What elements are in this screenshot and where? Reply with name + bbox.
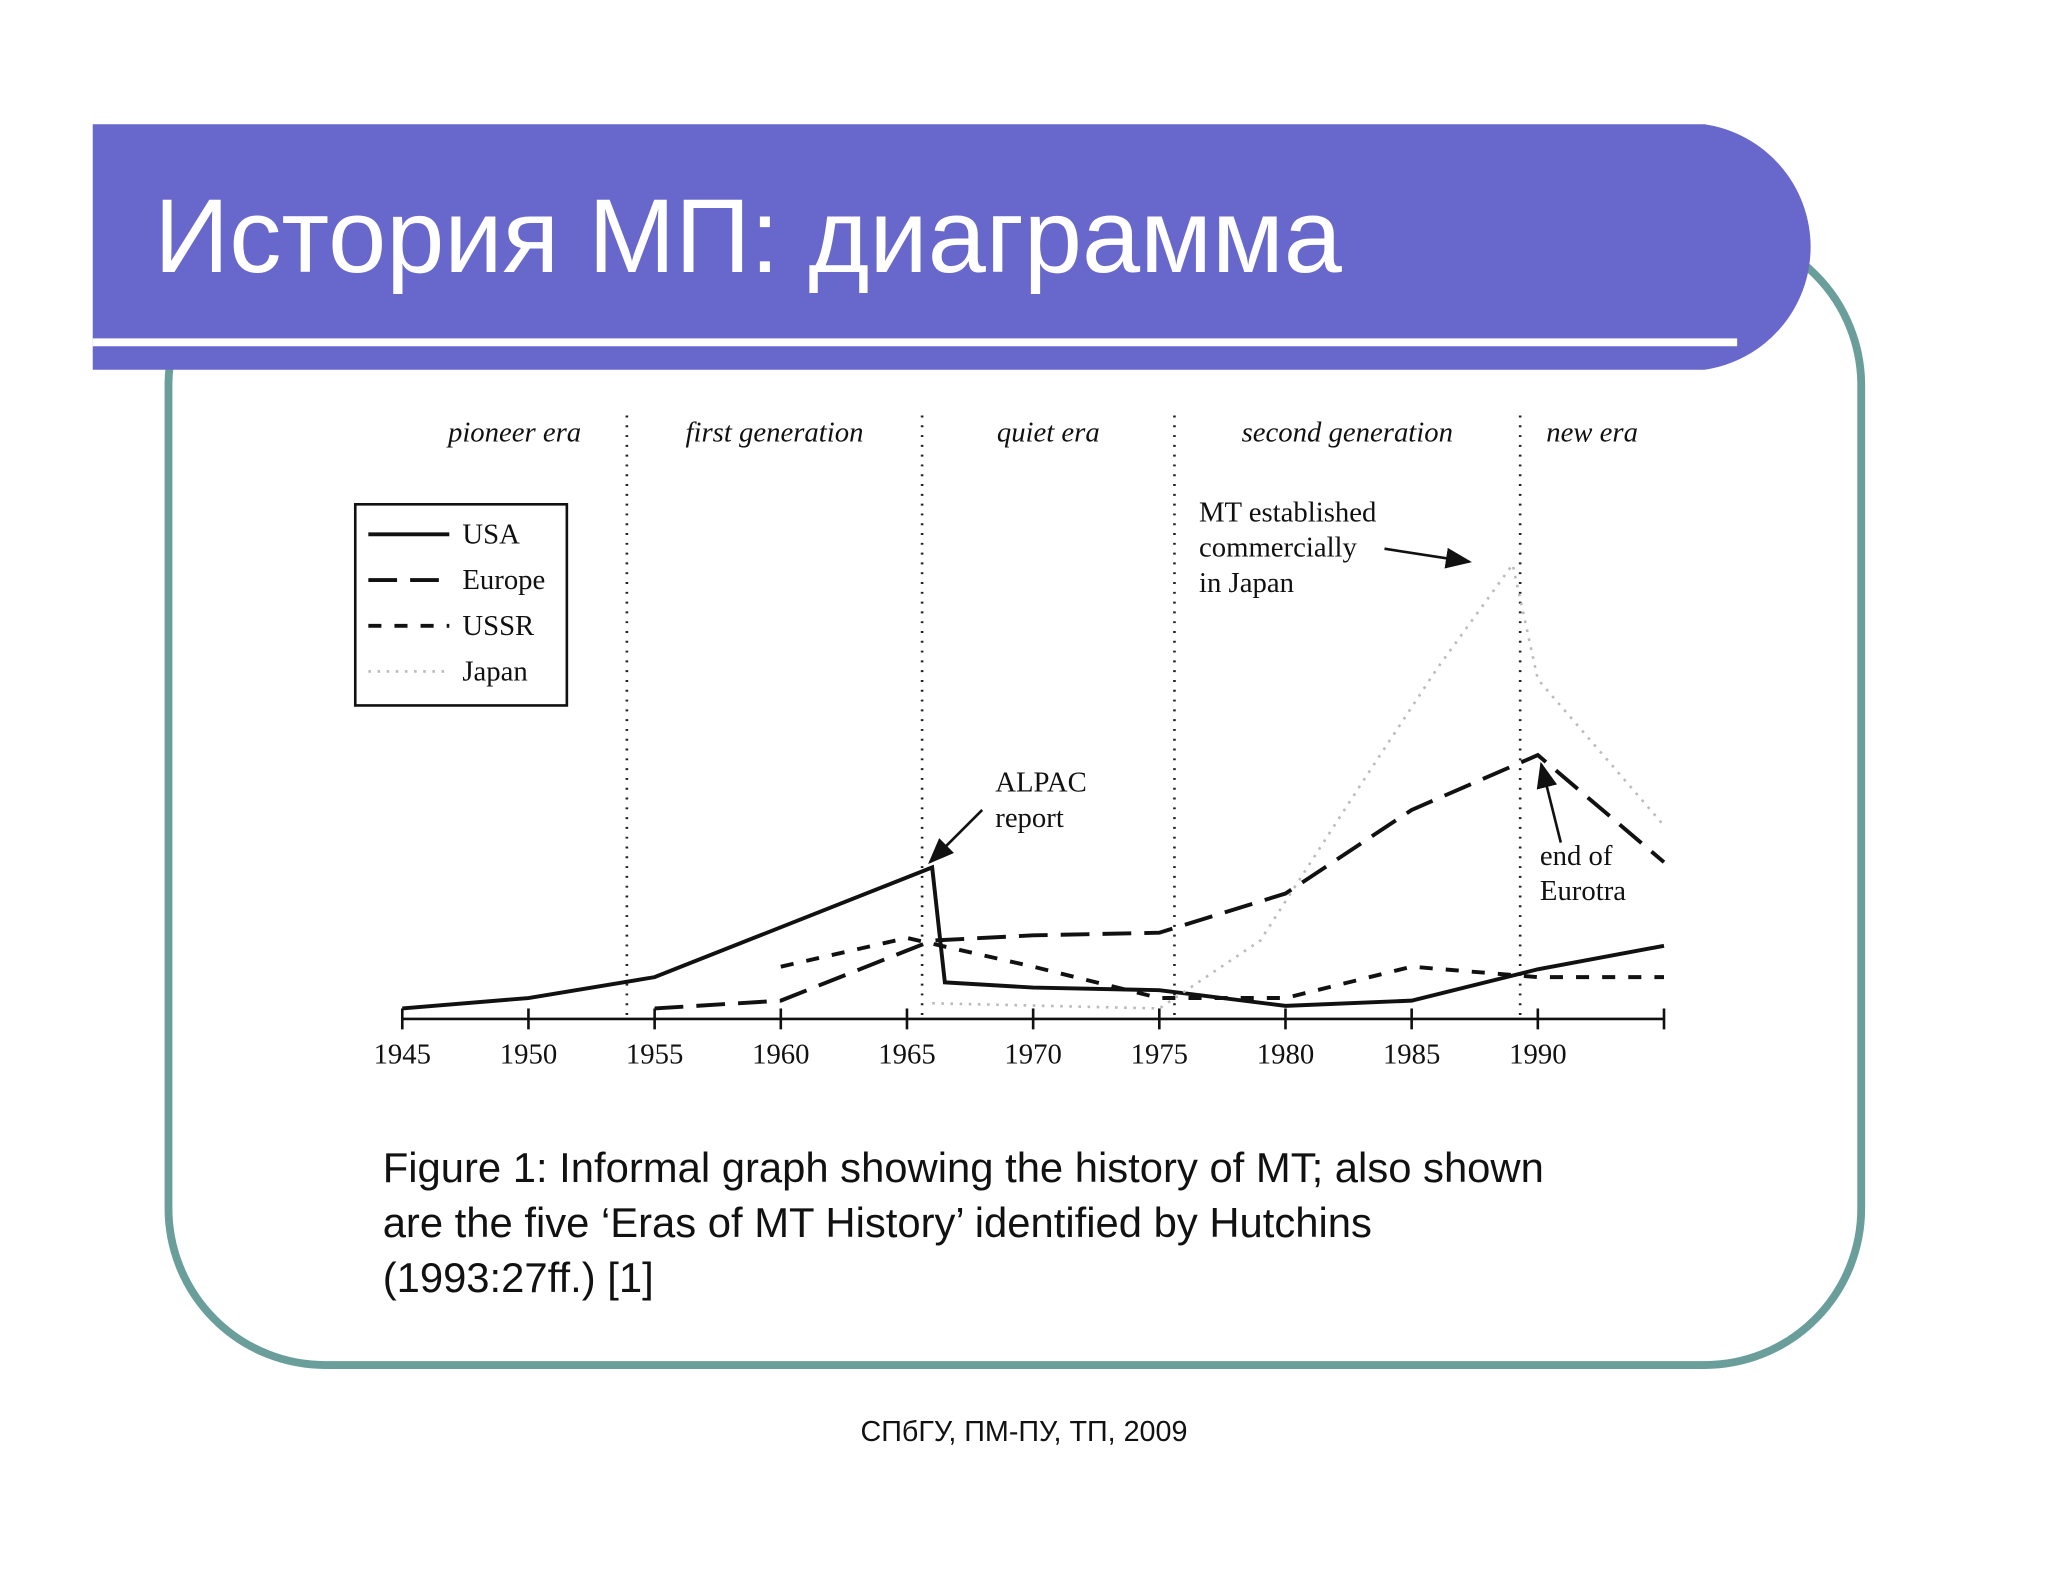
annotation-line: MT established <box>1199 496 1377 528</box>
legend-label: Japan <box>462 656 527 688</box>
legend-label: Europe <box>462 564 545 596</box>
era-label: new era <box>1546 417 1638 449</box>
chart: pioneer era first generation quiet era seco… <box>353 415 1666 1070</box>
annotation-line: in Japan <box>1199 567 1294 599</box>
legend-label: USSR <box>462 610 535 642</box>
x-tick-label: 1970 <box>1004 1038 1061 1070</box>
annotation-arrow <box>928 809 984 865</box>
annotation-line: report <box>995 802 1064 834</box>
slide-title: История МП: диаграмма <box>154 178 1343 295</box>
era-label: pioneer era <box>446 417 581 449</box>
x-tick-label: 1945 <box>374 1038 431 1070</box>
x-tick-label: 1950 <box>500 1038 557 1070</box>
series-line <box>654 752 1666 1011</box>
era-label: second generation <box>1242 417 1453 449</box>
annotation: end of Eurotra <box>1540 840 1626 907</box>
x-tick-label: 1980 <box>1257 1038 1314 1070</box>
annotation: ALPAC report <box>995 767 1087 834</box>
era-label: first generation <box>686 417 864 449</box>
annotation-line: ALPAC <box>995 767 1087 799</box>
x-tick-label: 1955 <box>626 1038 683 1070</box>
x-tick-label: 1975 <box>1131 1038 1188 1070</box>
annotation: MT established commercially in Japan <box>1199 496 1377 599</box>
era-label: quiet era <box>997 417 1100 449</box>
series-line <box>780 935 1664 1000</box>
title-band <box>92 124 1811 370</box>
caption: Figure 1: Informal graph showing the his… <box>383 1144 1556 1301</box>
series-line <box>402 864 1665 1011</box>
series-line <box>932 561 1665 1010</box>
legend-label: USA <box>462 518 520 550</box>
x-tick-label: 1985 <box>1383 1038 1440 1070</box>
legend-box <box>353 502 569 707</box>
x-tick-label: 1990 <box>1509 1038 1566 1070</box>
x-tick-label: 1965 <box>878 1038 935 1070</box>
annotation-arrow <box>1384 547 1472 569</box>
annotation-arrow <box>1536 761 1563 843</box>
x-tick-label: 1960 <box>752 1038 809 1070</box>
annotation-line: commercially <box>1199 532 1358 564</box>
annotation-line: Eurotra <box>1540 875 1626 907</box>
footer: СПбГУ, ПМ-ПУ, ТП, 2009 <box>861 1416 1188 1448</box>
annotation-line: end of <box>1540 840 1613 872</box>
